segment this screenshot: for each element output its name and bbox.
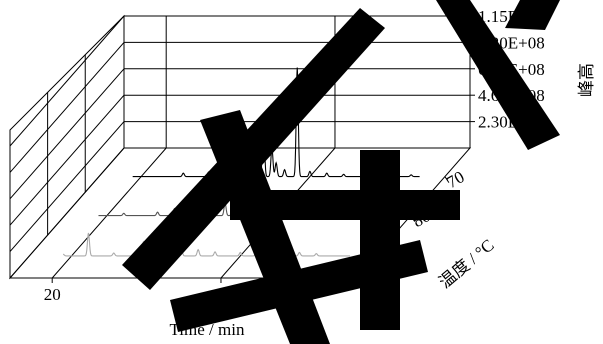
depth-axis-title: 温度 / °C — [435, 235, 497, 292]
z-axis-title: 峰高 — [577, 63, 596, 97]
chart-grid — [9, 15, 470, 279]
watermark — [122, 0, 560, 344]
series-line-90 — [62, 229, 351, 257]
z-gridline-side — [9, 94, 125, 226]
z-gridline-side — [9, 121, 125, 252]
depth-tick-label: 70 — [443, 167, 467, 192]
z-gridline-side — [9, 15, 125, 147]
x-tick-label: 20 — [44, 285, 61, 304]
watermark-stroke — [170, 240, 428, 332]
z-gridline-side — [9, 68, 125, 200]
depth-tick-mark — [444, 176, 450, 183]
floor — [8, 147, 472, 279]
watermark-stroke — [436, 0, 560, 150]
watermark-stroke — [505, 0, 560, 30]
side-wall — [9, 14, 125, 280]
z-gridline-side — [9, 42, 125, 173]
watermark-stroke — [360, 150, 400, 330]
watermark-stroke — [230, 190, 460, 220]
